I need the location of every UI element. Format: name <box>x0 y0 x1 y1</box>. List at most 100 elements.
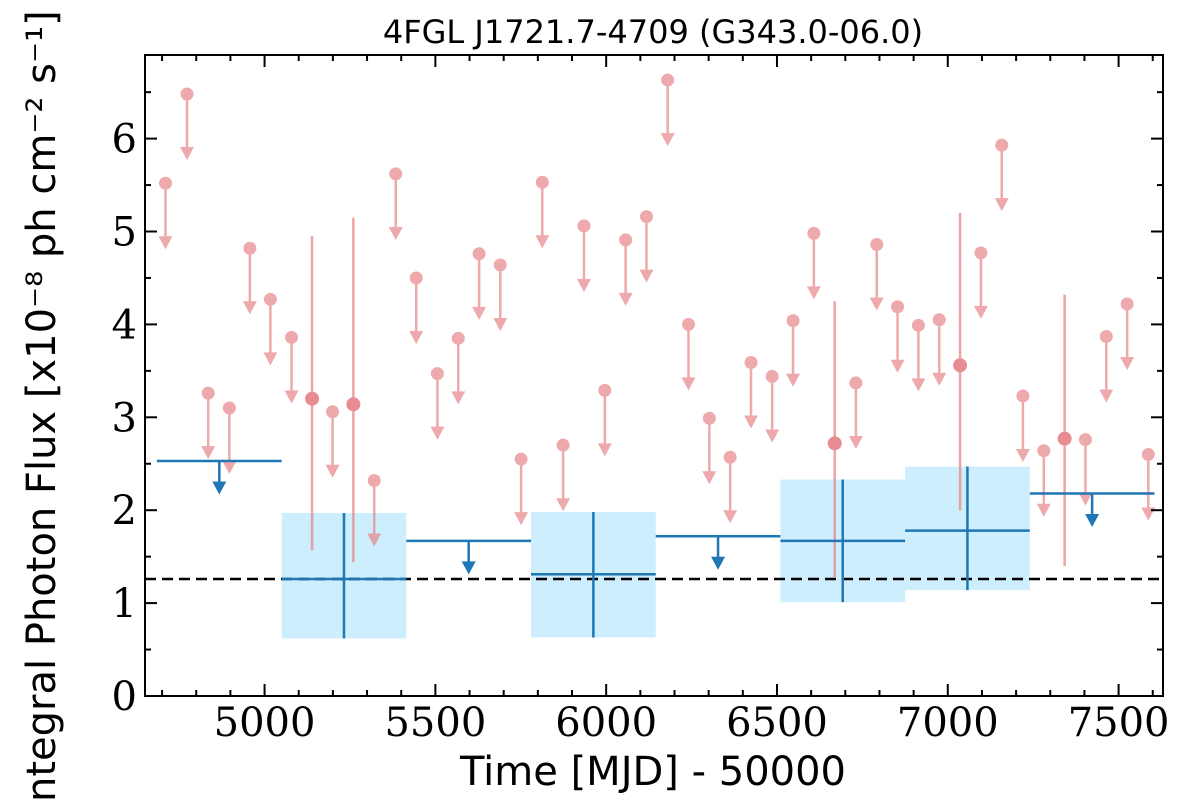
long-bin-limit-arrowhead <box>711 556 726 570</box>
upper-limit-arrowhead <box>388 226 403 240</box>
upper-limit-arrowhead <box>932 372 947 386</box>
short-bin-upper-limit <box>535 175 550 249</box>
x-tick-label: 5500 <box>384 700 486 746</box>
short-bin-upper-limit <box>430 367 445 440</box>
detection-marker <box>953 358 968 373</box>
upper-limit-marker <box>409 271 423 285</box>
long-bin-series <box>156 459 1155 639</box>
y-tick-label: 6 <box>112 117 137 163</box>
long-bin-limit-arrowhead <box>212 481 227 495</box>
upper-limit-arrowhead <box>806 286 821 300</box>
upper-limit-marker <box>430 367 444 381</box>
short-bin-upper-limit <box>284 330 299 404</box>
short-bin-upper-limit <box>994 138 1009 212</box>
upper-limit-arrowhead <box>556 498 571 512</box>
short-bin-upper-limit <box>973 246 988 319</box>
upper-limit-arrowhead <box>681 377 696 391</box>
short-bin-upper-limit <box>472 247 487 320</box>
short-bin-upper-limit <box>639 210 654 283</box>
upper-limit-marker <box>765 369 779 383</box>
long-bin-detection <box>281 512 407 639</box>
detection-marker <box>346 397 361 412</box>
long-bin-detection <box>531 512 656 638</box>
upper-limit-arrowhead <box>597 443 612 457</box>
upper-limit-arrowhead <box>576 278 591 292</box>
short-bin-upper-limit <box>158 176 173 250</box>
upper-limit-arrowhead <box>765 429 780 443</box>
short-bin-upper-limit <box>451 331 466 405</box>
upper-limit-marker <box>744 355 758 369</box>
x-tick-label: 7500 <box>1068 700 1170 746</box>
upper-limit-marker <box>849 376 863 390</box>
upper-limit-marker <box>723 450 737 464</box>
short-bin-upper-limit <box>263 292 278 366</box>
plot-frame <box>144 54 1164 697</box>
y-tick-label: 2 <box>112 488 137 534</box>
upper-limit-arrowhead <box>973 305 988 319</box>
upper-limit-arrowhead <box>367 533 382 547</box>
short-bin-upper-limit <box>1099 329 1114 403</box>
short-bin-upper-limit <box>388 167 403 240</box>
y-tick-label: 4 <box>112 302 137 348</box>
upper-limit-marker <box>367 473 381 487</box>
short-bin-upper-limit <box>514 452 529 526</box>
upper-limit-marker <box>201 386 215 400</box>
upper-limit-marker <box>911 318 925 332</box>
upper-limit-arrowhead <box>723 510 738 524</box>
x-axis-label: Time [MJD] - 50000 <box>459 749 846 795</box>
x-tick-label: 6000 <box>555 700 657 746</box>
upper-limit-arrowhead <box>1099 389 1114 403</box>
x-tick-label: 7000 <box>897 700 999 746</box>
upper-limit-marker <box>661 73 675 87</box>
upper-limit-marker <box>158 176 172 190</box>
upper-limit-marker <box>451 331 465 345</box>
short-bin-upper-limit <box>576 219 591 292</box>
upper-limit-marker <box>702 411 716 425</box>
short-bin-upper-limit <box>367 473 382 547</box>
short-bin-detection <box>953 212 968 511</box>
upper-limit-marker <box>389 167 403 181</box>
upper-limit-marker <box>285 330 299 344</box>
upper-limit-marker <box>974 246 988 260</box>
long-bin-detection <box>905 466 1030 591</box>
upper-limit-arrowhead <box>535 235 550 249</box>
upper-limit-arrowhead <box>1015 448 1030 462</box>
upper-limit-arrowhead <box>639 269 654 283</box>
short-bin-upper-limit <box>869 238 884 311</box>
short-bin-upper-limit <box>597 383 612 457</box>
short-bin-upper-limit <box>1036 444 1051 517</box>
upper-limit-marker <box>639 210 653 224</box>
x-tick-label: 5000 <box>214 700 316 746</box>
y-tick-label: 3 <box>112 395 137 441</box>
long-bin-limit-arrowhead <box>1085 513 1100 527</box>
upper-limit-arrowhead <box>430 426 445 440</box>
long-bin-error-bands <box>281 466 1030 639</box>
upper-limit-arrowhead <box>702 471 717 485</box>
upper-limit-marker <box>243 241 257 255</box>
upper-limit-arrowhead <box>158 236 173 250</box>
detection-marker <box>305 391 320 406</box>
upper-limit-marker <box>891 300 905 314</box>
upper-limit-arrowhead <box>180 147 195 161</box>
short-bin-upper-limit <box>493 258 508 331</box>
upper-limit-marker <box>1078 433 1092 447</box>
short-bin-upper-limit <box>618 233 633 306</box>
upper-limit-marker <box>493 258 507 272</box>
short-bin-upper-limit <box>744 355 759 429</box>
upper-limit-marker <box>598 383 612 397</box>
upper-limit-arrowhead <box>472 306 487 320</box>
upper-limit-arrowhead <box>660 133 675 147</box>
long-bin-upper-limit <box>406 539 532 575</box>
upper-limit-arrowhead <box>263 352 278 366</box>
short-bin-upper-limit <box>848 376 863 449</box>
short-bin-upper-limit <box>1120 297 1135 370</box>
axis-ticks: 5000 5500 6000 6500 7000 7500 0 1 2 3 4 5 6 <box>112 55 1170 746</box>
short-bin-upper-limit <box>242 241 257 315</box>
upper-limit-arrowhead <box>493 317 508 331</box>
short-bin-upper-limit <box>932 313 947 386</box>
short-bin-upper-limit <box>681 317 696 391</box>
short-bin-upper-limit <box>702 411 717 485</box>
upper-limit-arrowhead <box>325 464 340 478</box>
long-bin-limit-arrowhead <box>461 561 476 575</box>
